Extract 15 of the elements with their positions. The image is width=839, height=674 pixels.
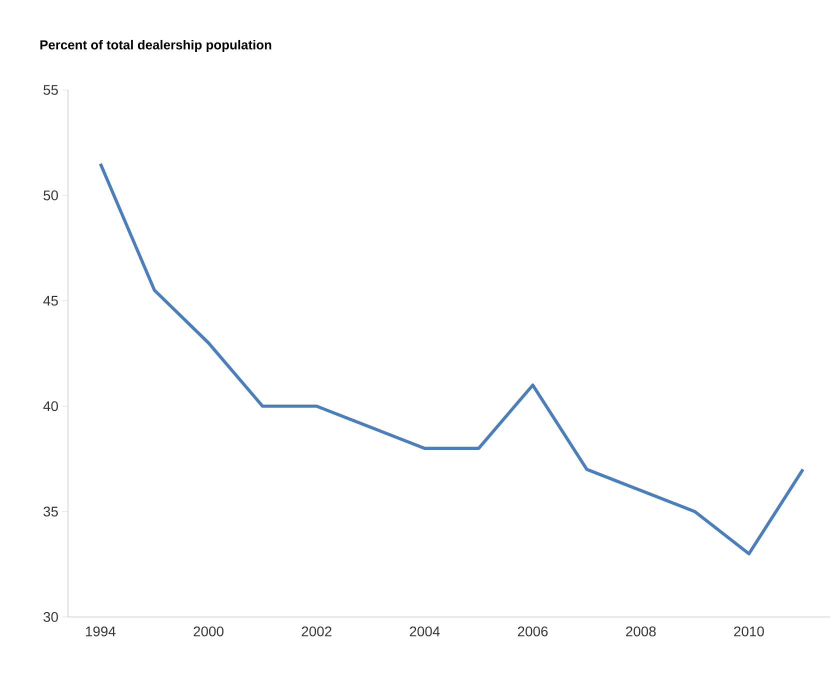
x-tick-label: 2006: [518, 626, 548, 636]
y-tick-label: 50: [44, 190, 58, 200]
x-tick-label: 2004: [410, 626, 440, 636]
y-tick-label: 40: [43, 401, 58, 412]
x-tick-label: 2010: [734, 626, 764, 636]
y-axis-title: Percent of total dealership population: [40, 40, 272, 52]
y-tick-label: 55: [44, 85, 58, 95]
line-series: [98, 162, 805, 556]
x-tick-label: 2000: [194, 626, 224, 636]
y-tick-label: 45: [43, 296, 58, 306]
x-tick-label: 1994: [86, 626, 116, 636]
y-tick-label: 30: [44, 612, 58, 622]
x-tick-label: 2008: [626, 626, 656, 636]
x-tick-label: 2002: [302, 626, 332, 636]
y-tick-label: 35: [44, 506, 58, 517]
